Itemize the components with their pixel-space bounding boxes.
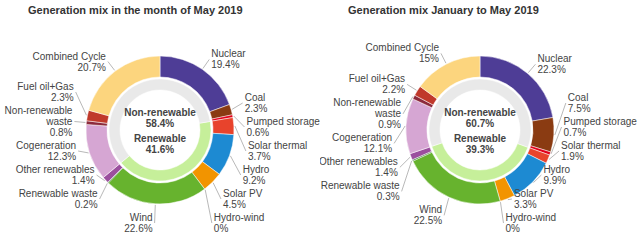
svg-text:Hydro9.9%: Hydro9.9% bbox=[543, 164, 570, 186]
svg-text:Hydro9.2%: Hydro9.2% bbox=[243, 164, 270, 186]
svg-text:Fuel oil+Gas2.2%: Fuel oil+Gas2.2% bbox=[349, 73, 406, 95]
svg-text:Solar PV3.3%: Solar PV3.3% bbox=[514, 188, 554, 210]
svg-text:Coal7.5%: Coal7.5% bbox=[568, 92, 591, 114]
html-text:Generation mix in the month of: Generation mix in the month of May 2019 bbox=[28, 4, 243, 16]
svg-text:Other renewables1.4%: Other renewables1.4% bbox=[16, 164, 95, 186]
svg-text:Solar PV4.5%: Solar PV4.5% bbox=[223, 188, 263, 210]
svg-text:Cogeneration12.1%: Cogeneration12.1% bbox=[332, 132, 392, 154]
svg-text:Nuclear22.3%: Nuclear22.3% bbox=[537, 53, 572, 75]
svg-text:Non-renewablewaste0.8%: Non-renewablewaste0.8% bbox=[8, 105, 73, 138]
svg-text:Combined Cycle20.7%: Combined Cycle20.7% bbox=[33, 51, 107, 73]
html-text:Generation mix January to May: Generation mix January to May 2019 bbox=[348, 4, 539, 16]
svg-text:Nuclear19.4%: Nuclear19.4% bbox=[211, 48, 246, 70]
svg-text:Solar thermal3.7%: Solar thermal3.7% bbox=[248, 140, 307, 162]
svg-text:Wind22.5%: Wind22.5% bbox=[414, 204, 442, 226]
svg-text:Other renewables1.4%: Other renewables1.4% bbox=[320, 156, 398, 178]
svg-text:Pumped storage0.6%: Pumped storage0.6% bbox=[246, 116, 320, 138]
svg-text:Combined Cycle15%: Combined Cycle15% bbox=[366, 42, 440, 64]
svg-text:Renewable waste0.2%: Renewable waste0.2% bbox=[19, 188, 98, 210]
svg-text:Non-renewablewaste0.9%: Non-renewablewaste0.9% bbox=[333, 97, 401, 130]
svg-text:Non-renewable58.4%: Non-renewable58.4% bbox=[124, 107, 196, 129]
svg-text:Renewable39.3%: Renewable39.3% bbox=[454, 133, 507, 155]
svg-text:Renewable41.6%: Renewable41.6% bbox=[134, 133, 187, 155]
svg-text:Hydro-wind0%: Hydro-wind0% bbox=[505, 212, 556, 234]
svg-text:Cogeneration12.3%: Cogeneration12.3% bbox=[16, 140, 76, 162]
svg-text:Solar thermal1.9%: Solar thermal1.9% bbox=[561, 140, 620, 162]
svg-text:Fuel oil+Gas2.3%: Fuel oil+Gas2.3% bbox=[17, 81, 74, 103]
svg-text:Hydro-wind0%: Hydro-wind0% bbox=[214, 212, 265, 234]
svg-text:Non-renewable60.7%: Non-renewable60.7% bbox=[444, 107, 516, 129]
svg-text:Wind22.6%: Wind22.6% bbox=[124, 212, 152, 234]
svg-text:Coal2.3%: Coal2.3% bbox=[245, 92, 268, 114]
svg-text:Pumped storage0.7%: Pumped storage0.7% bbox=[564, 116, 632, 138]
svg-text:Renewable waste0.3%: Renewable waste0.3% bbox=[321, 180, 400, 202]
